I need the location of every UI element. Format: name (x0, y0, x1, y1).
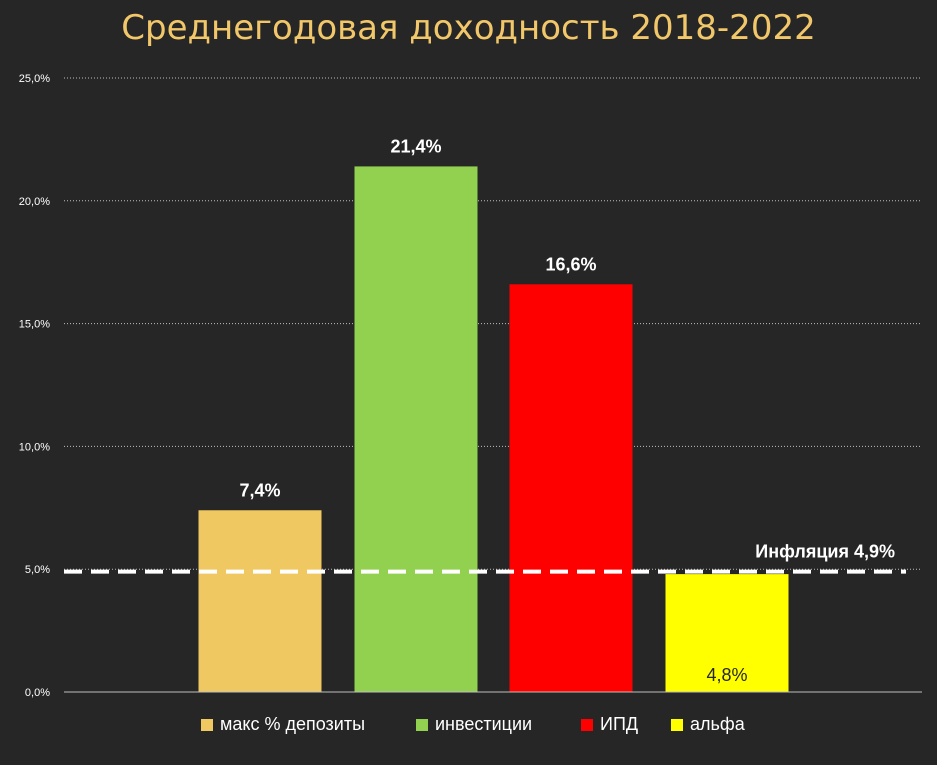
legend-swatch (416, 719, 428, 731)
data-label: 21,4% (390, 136, 441, 156)
data-label: 7,4% (239, 480, 280, 500)
legend-swatch (671, 719, 683, 731)
y-tick-label: 5,0% (25, 564, 50, 576)
legend-label: макс % депозиты (220, 714, 365, 734)
legend-label: альфа (690, 714, 746, 734)
y-tick-label: 0,0% (25, 687, 50, 699)
data-label: 16,6% (545, 254, 596, 274)
bar (665, 574, 789, 692)
bar (198, 510, 322, 692)
y-tick-label: 15,0% (19, 319, 50, 331)
bar (354, 166, 478, 692)
y-tick-label: 10,0% (19, 441, 50, 453)
chart-title: Среднегодовая доходность 2018-2022 (121, 8, 816, 48)
data-label: 4,8% (706, 665, 747, 685)
legend-swatch (581, 719, 593, 731)
y-tick-label: 20,0% (19, 196, 50, 208)
legend-label: ИПД (600, 714, 638, 734)
legend-label: инвестиции (435, 714, 532, 734)
bar (509, 284, 633, 692)
legend-swatch (201, 719, 213, 731)
y-tick-label: 25,0% (19, 73, 50, 85)
inflation-label: Инфляция 4,9% (755, 542, 895, 562)
